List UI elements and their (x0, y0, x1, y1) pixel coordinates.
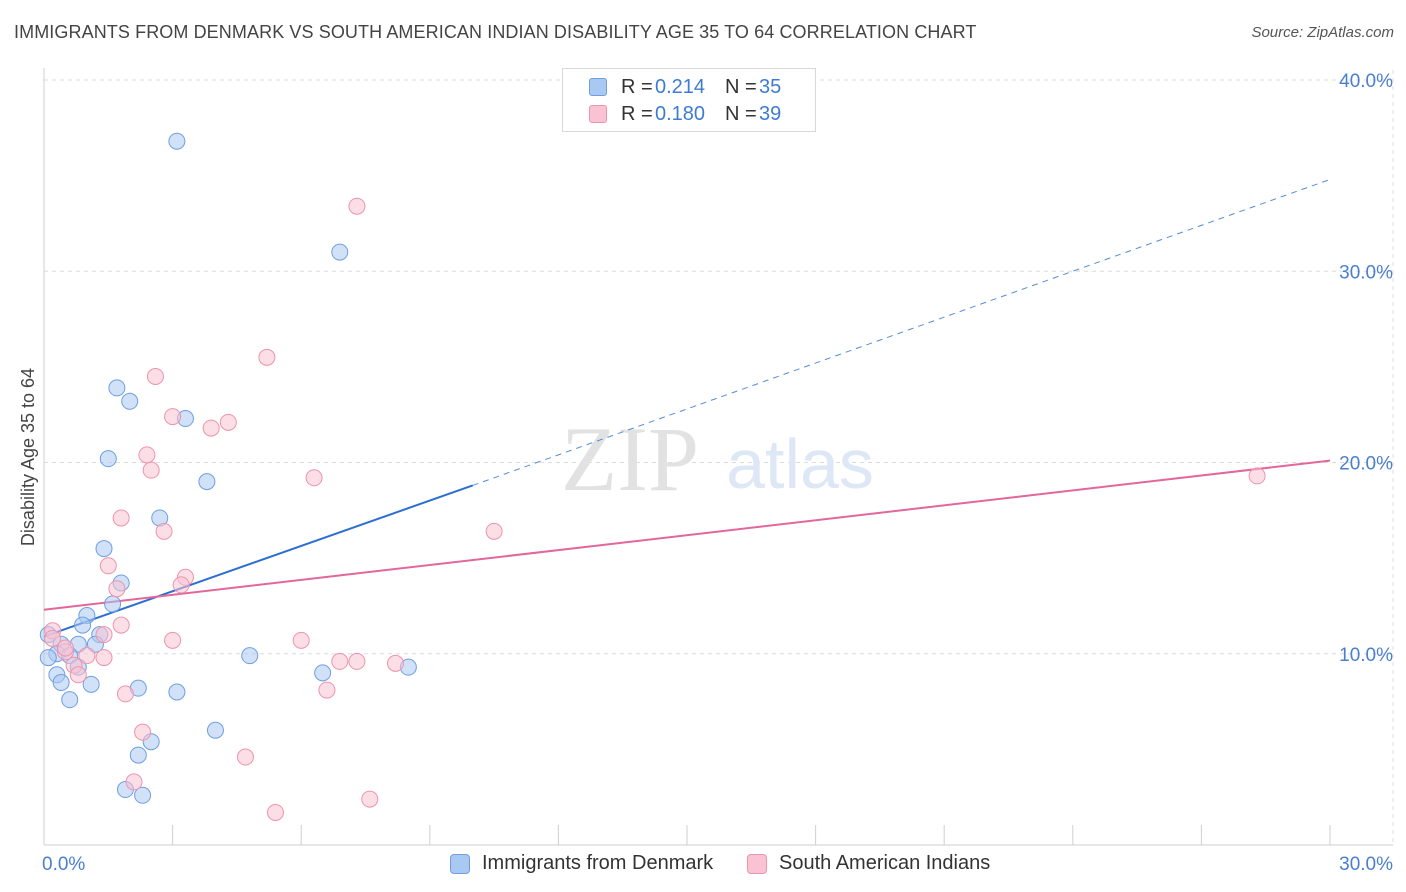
point-south-american-indian (331, 652, 349, 670)
correlation-legend: R = 0.214 N = 35 R = 0.180 N = 39 (562, 68, 816, 132)
point-south-american-indian (266, 803, 284, 821)
legend-n-label: N = (725, 102, 757, 125)
point-south-american-indian (142, 461, 160, 479)
y-tick-label: 20.0% (1339, 454, 1393, 475)
legend-r-label: R = (621, 102, 653, 125)
point-south-american-indian (112, 509, 130, 527)
bottom-legend-denmark: Immigrants from Denmark (450, 852, 713, 875)
point-denmark (61, 691, 79, 709)
axes (43, 68, 1393, 846)
point-south-american-indian (258, 348, 276, 366)
point-south-american-indian (305, 469, 323, 487)
bottom-legend-label-south-american-indians: South American Indians (779, 852, 991, 874)
point-south-american-indian (348, 652, 366, 670)
watermark-zip: ZIP (561, 408, 699, 510)
point-south-american-indian (138, 446, 156, 464)
legend-r-value: 0.214 (655, 75, 706, 98)
legend-n-label: N = (725, 75, 757, 98)
trend-line-south-american-indians (43, 459, 1331, 611)
point-south-american-indian (348, 197, 366, 215)
point-south-american-indian (44, 629, 62, 647)
bottom-legend-label-denmark: Immigrants from Denmark (482, 852, 714, 874)
point-denmark (74, 616, 92, 634)
chart-title: IMMIGRANTS FROM DENMARK VS SOUTH AMERICA… (14, 22, 977, 42)
point-south-american-indian (318, 681, 336, 699)
point-south-american-indian (292, 631, 310, 649)
point-south-american-indian (1248, 467, 1266, 485)
legend-n-value: 35 (759, 75, 782, 98)
legend-swatch-denmark (589, 78, 607, 96)
x-tick-label-min: 0.0% (42, 854, 85, 875)
point-south-american-indian (164, 631, 182, 649)
point-denmark (206, 721, 224, 739)
point-south-american-indian (164, 408, 182, 426)
legend-row-south-american-indians: R = 0.180 N = 39 (589, 101, 781, 127)
point-south-american-indian (172, 576, 190, 594)
data-points (39, 132, 1266, 821)
point-south-american-indian (155, 522, 173, 540)
point-south-american-indian (56, 639, 74, 657)
y-tick-label: 40.0% (1339, 71, 1393, 92)
legend-r-value: 0.180 (655, 102, 706, 125)
point-south-american-indian (387, 654, 405, 672)
legend-r-label: R = (621, 75, 653, 98)
point-denmark (99, 450, 117, 468)
legend-row-denmark: R = 0.214 N = 35 (589, 74, 781, 100)
point-south-american-indian (485, 522, 503, 540)
point-south-american-indian (202, 419, 220, 437)
point-denmark (121, 392, 139, 410)
point-denmark (168, 683, 186, 701)
point-south-american-indian (116, 685, 134, 703)
legend-swatch-south-american-indians (589, 105, 607, 123)
point-denmark (52, 673, 70, 691)
bottom-legend-south-american-indians: South American Indians (747, 852, 990, 875)
point-south-american-indian (99, 557, 117, 575)
point-denmark (104, 595, 122, 613)
tick-labels: 10.0% 20.0% 30.0% 40.0% 0.0% 30.0% (42, 71, 1393, 875)
point-south-american-indian (125, 773, 143, 791)
point-denmark (82, 675, 100, 693)
point-denmark (108, 379, 126, 397)
point-south-american-indian (108, 580, 126, 598)
y-axis-label: Disability Age 35 to 64 (18, 368, 38, 546)
point-south-american-indian (219, 413, 237, 431)
point-denmark (134, 786, 152, 804)
point-denmark (39, 649, 57, 667)
point-denmark (241, 647, 259, 665)
point-south-american-indian (112, 616, 130, 634)
point-south-american-indian (69, 666, 87, 684)
trend-line-denmark-extrapolated (472, 178, 1331, 486)
watermark: ZIP atlas (561, 408, 874, 510)
point-denmark (331, 243, 349, 261)
point-south-american-indian (146, 367, 164, 385)
legend-n-value: 39 (759, 102, 782, 125)
point-south-american-indian (361, 790, 379, 808)
y-tick-label: 30.0% (1339, 262, 1393, 283)
grid-lines (44, 70, 1395, 845)
bottom-legend-swatch-south-american-indians (747, 853, 767, 874)
point-south-american-indian (134, 723, 152, 741)
source-label: Source: ZipAtlas.com (1251, 24, 1394, 41)
bottom-legend-swatch-denmark (450, 853, 470, 874)
point-south-american-indian (78, 647, 96, 665)
watermark-atlas: atlas (726, 425, 874, 503)
point-denmark (95, 540, 113, 558)
point-south-american-indian (95, 649, 113, 667)
point-denmark (198, 473, 216, 491)
y-tick-label: 10.0% (1339, 645, 1393, 666)
point-denmark (314, 664, 332, 682)
point-south-american-indian (95, 626, 113, 644)
point-denmark (129, 746, 147, 764)
point-south-american-indian (236, 748, 254, 766)
point-denmark (168, 132, 186, 150)
x-tick-label-max: 30.0% (1339, 854, 1393, 875)
